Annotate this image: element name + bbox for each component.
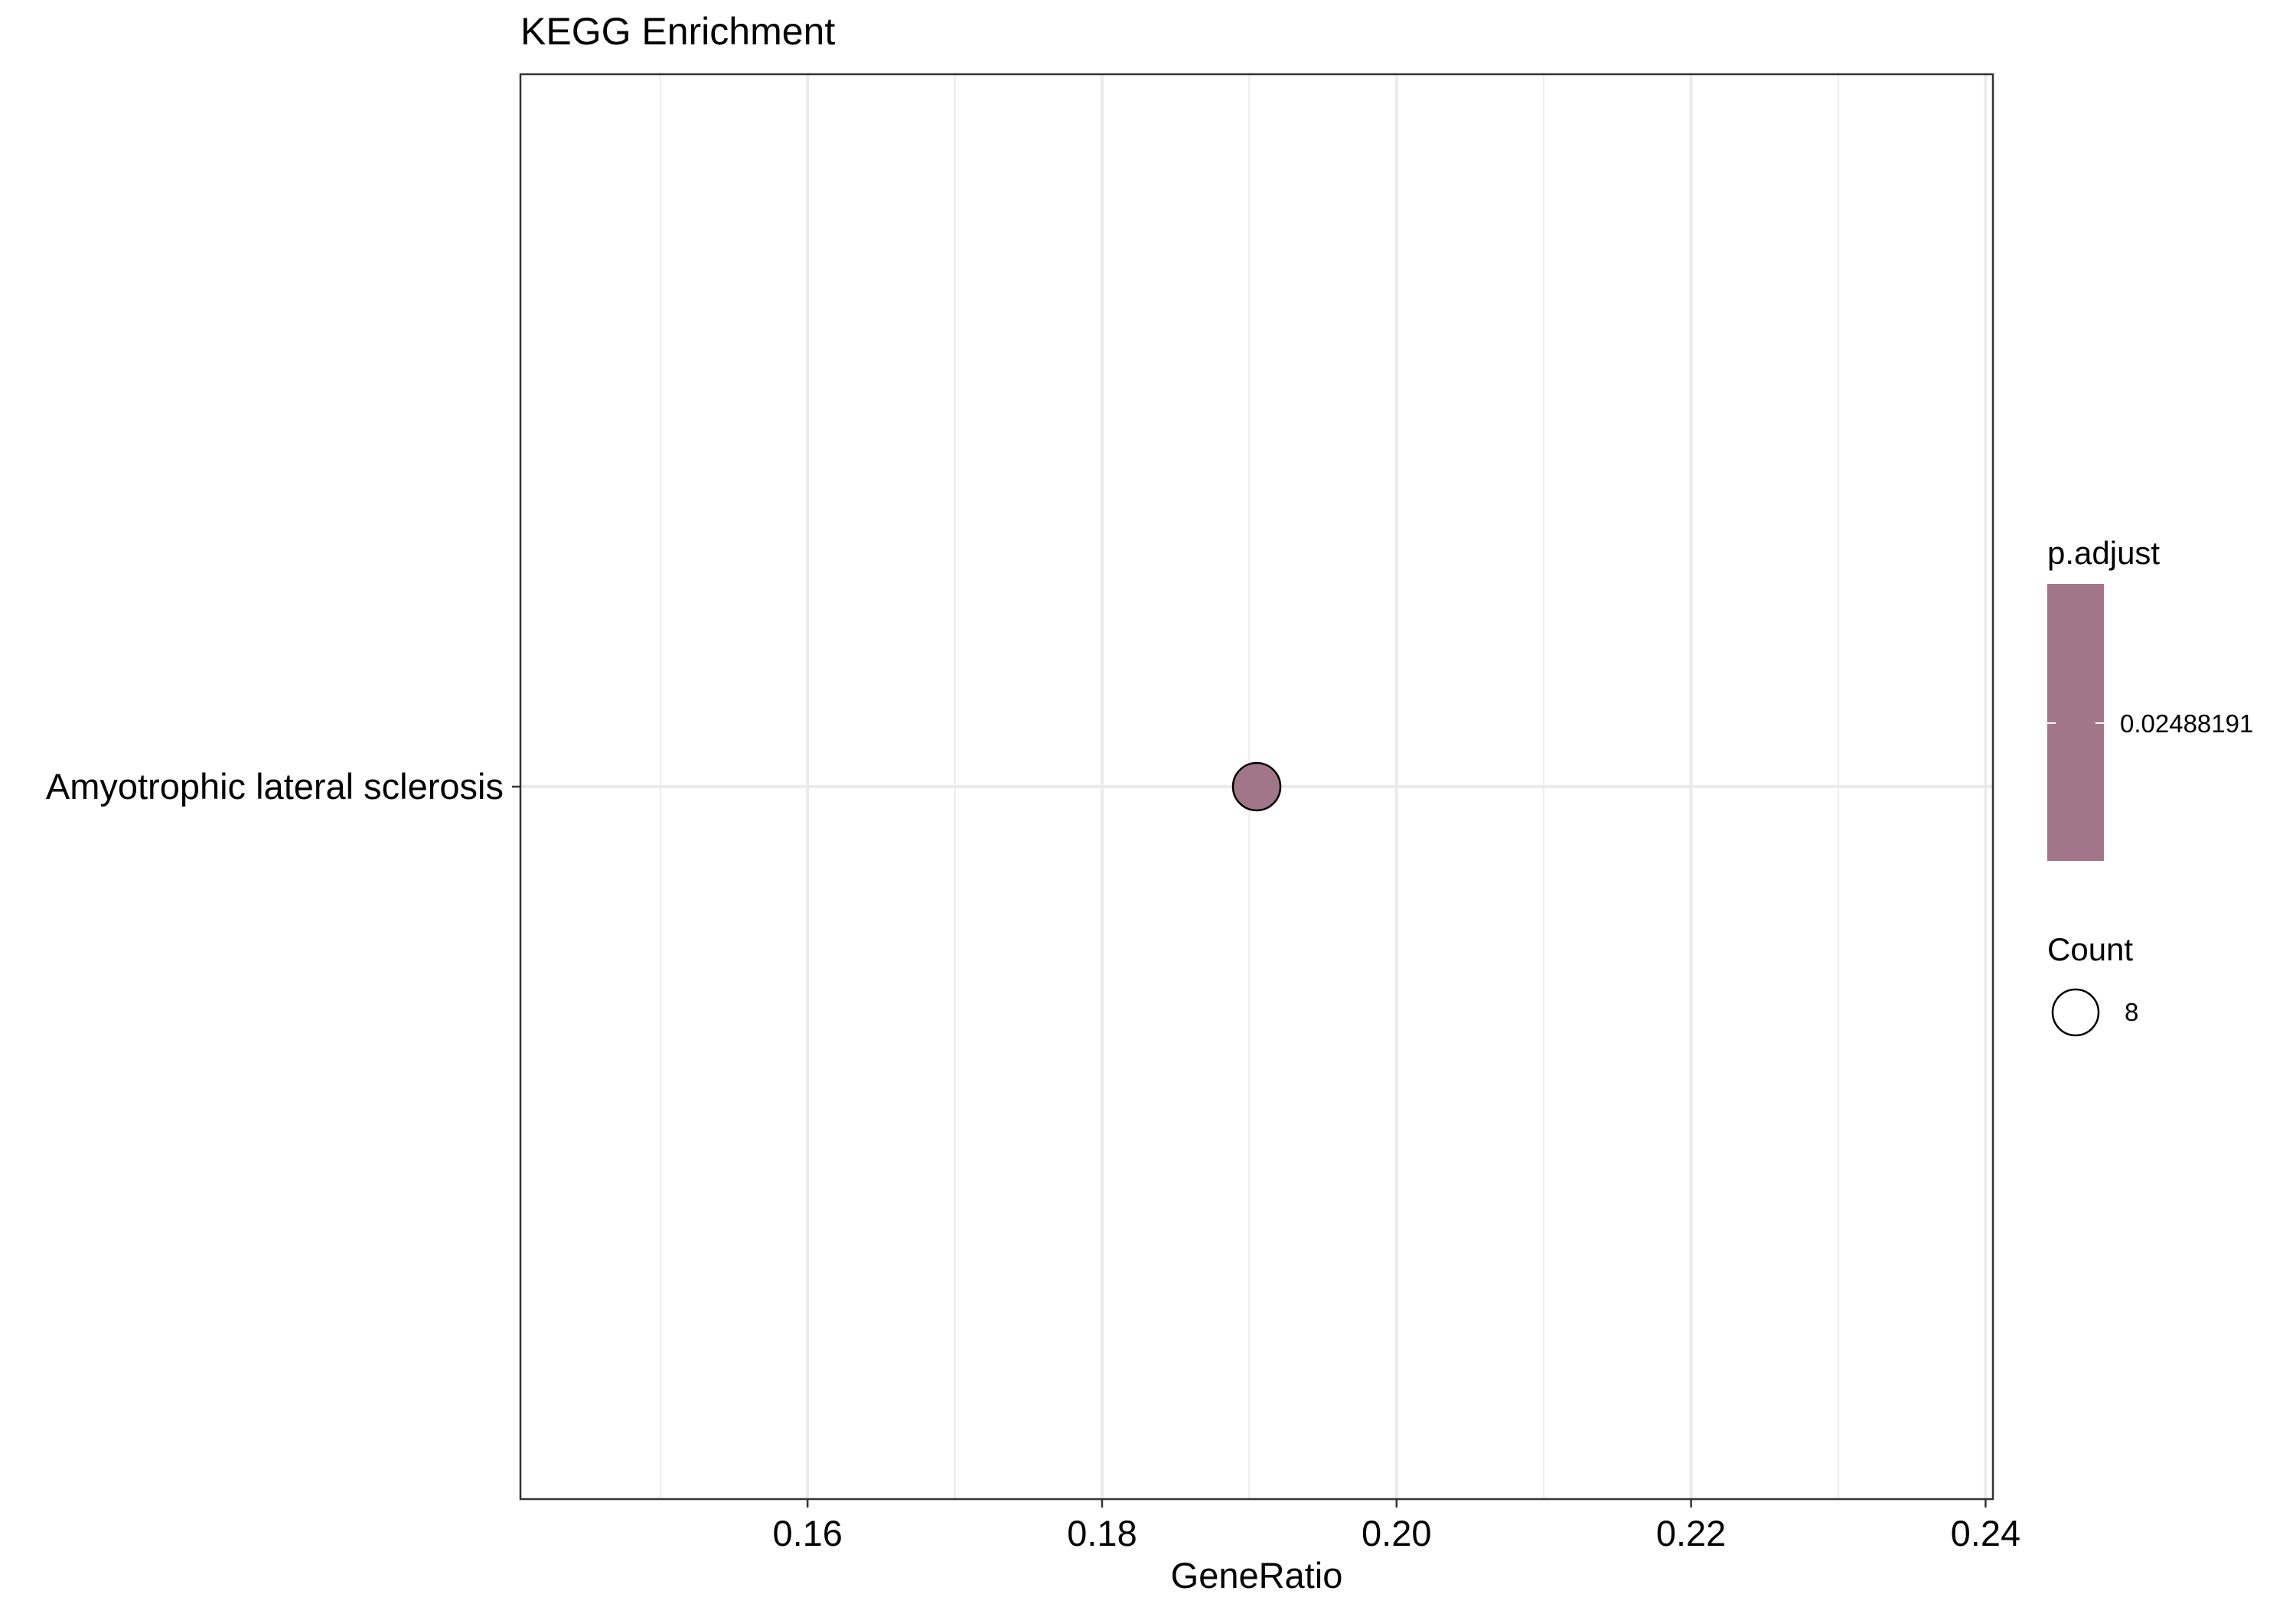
- color-legend-bar: [2047, 584, 2104, 861]
- x-axis-tick-label: 0.18: [1067, 1513, 1137, 1553]
- data-points: [1231, 761, 1282, 812]
- x-axis-tick-labels: 0.16 0.18 0.20 0.22 0.24: [772, 1513, 2020, 1553]
- size-legend-circle: [2051, 988, 2100, 1037]
- x-axis-tick-label: 0.20: [1362, 1513, 1431, 1553]
- x-axis-tick-label: 0.22: [1656, 1513, 1726, 1553]
- size-legend-label: 8: [2125, 998, 2138, 1026]
- size-legend-title: Count: [2047, 931, 2133, 967]
- y-axis-category-label: Amyotrophic lateral sclerosis: [46, 766, 504, 807]
- legend: p.adjust 0.02488191 Count 8: [2047, 535, 2253, 1037]
- color-legend-label: 0.02488191: [2120, 709, 2253, 738]
- x-axis-ticks: [806, 1499, 1987, 1508]
- color-legend-title: p.adjust: [2047, 535, 2160, 571]
- chart-title: KEGG Enrichment: [520, 10, 835, 53]
- y-axis-category-labels: Amyotrophic lateral sclerosis: [46, 766, 504, 807]
- x-axis-title: GeneRatio: [1171, 1555, 1343, 1596]
- data-point: [1231, 761, 1282, 812]
- x-axis-tick-label: 0.24: [1951, 1513, 2020, 1553]
- x-axis-tick-label: 0.16: [772, 1513, 842, 1553]
